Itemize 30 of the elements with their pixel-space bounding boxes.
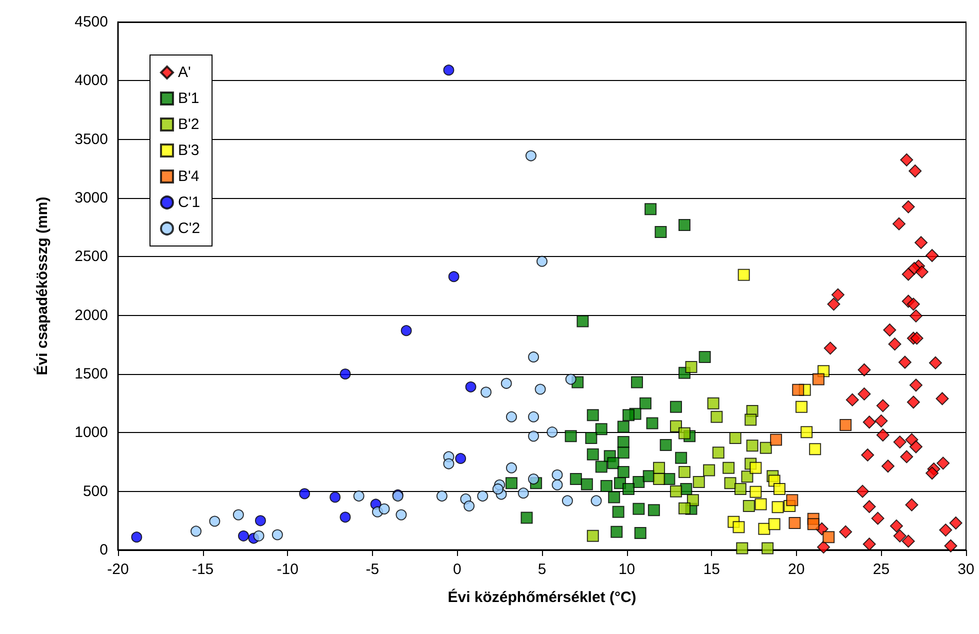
legend-label: C'2 — [178, 220, 200, 237]
x-tick-label: 25 — [872, 561, 890, 578]
x-axis-title: Évi középhőmérséklet (°C) — [448, 588, 636, 606]
y-tick-label: 4000 — [74, 72, 108, 90]
x-tick-label: -15 — [192, 561, 214, 578]
legend-label: B'2 — [178, 116, 200, 133]
legend-label: B'4 — [178, 168, 200, 185]
x-tick-label: 10 — [618, 561, 636, 578]
y-tick-label: 500 — [82, 482, 108, 500]
y-tick-label: 2000 — [74, 306, 108, 324]
x-tick-label: 5 — [538, 561, 546, 578]
y-tick-label: 2500 — [74, 248, 108, 266]
x-tick-label: 30 — [958, 561, 974, 578]
x-tick-label: 0 — [453, 561, 462, 578]
x-tick-label: -10 — [276, 561, 298, 578]
y-tick-label: 4500 — [74, 14, 108, 30]
y-tick-label: 3500 — [74, 130, 108, 148]
y-tick-label: 1000 — [74, 424, 108, 442]
x-tick-label: -5 — [366, 561, 380, 578]
x-tick-label: 20 — [788, 561, 805, 578]
y-tick-label: 1500 — [74, 366, 108, 382]
legend-label: B'1 — [178, 90, 200, 107]
legend-label: A' — [178, 64, 192, 81]
y-tick-label: 0 — [100, 542, 108, 558]
y-tick-label: 3000 — [74, 190, 108, 206]
legend-label: C'1 — [178, 194, 200, 211]
x-tick-label: -20 — [107, 561, 129, 578]
legend-label: B'3 — [178, 142, 200, 159]
y-axis-title: Évi csapadékösszg (mm) — [33, 196, 51, 376]
x-tick-label: 15 — [703, 561, 720, 578]
